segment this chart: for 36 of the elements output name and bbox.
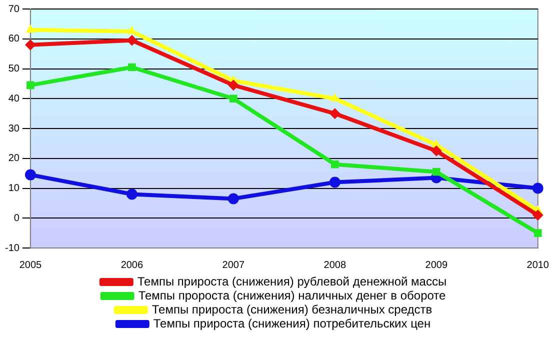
point bbox=[430, 145, 442, 156]
x-tick-label: 2007 bbox=[222, 260, 245, 271]
point bbox=[228, 80, 239, 91]
point bbox=[24, 169, 36, 180]
point bbox=[331, 160, 339, 168]
point bbox=[128, 63, 136, 72]
point bbox=[532, 210, 544, 221]
y-tick-label: 40 bbox=[8, 93, 20, 104]
y-tick-label: 10 bbox=[8, 183, 20, 194]
point bbox=[532, 182, 544, 194]
y-tick-label: 60 bbox=[8, 34, 20, 45]
legend-label: Темпы прироста (снижения) потребительских цен bbox=[153, 316, 431, 330]
x-tick-label: 2010 bbox=[526, 260, 550, 271]
x-tick-label: 2009 bbox=[425, 260, 448, 271]
point bbox=[24, 39, 36, 50]
x-tick-label: 2006 bbox=[120, 260, 144, 271]
x-tick-label: 2005 bbox=[19, 260, 42, 271]
point bbox=[228, 193, 239, 204]
y-tick-label: 30 bbox=[8, 123, 20, 134]
point bbox=[329, 108, 340, 120]
y-tick-label: -10 bbox=[5, 242, 20, 254]
legend-label: Темпы пророста (снижения) наличных денег в обороте bbox=[138, 288, 446, 302]
point bbox=[26, 81, 34, 90]
y-tick-label: 20 bbox=[8, 153, 20, 164]
x-tick-label: 2008 bbox=[324, 260, 346, 271]
legend-label: Темпы прироста (снижения) безналичных средств bbox=[152, 302, 432, 316]
point bbox=[329, 176, 340, 188]
point bbox=[126, 188, 138, 200]
y-tick-label: 70 bbox=[8, 4, 20, 15]
y-tick-label: 50 bbox=[8, 64, 20, 74]
point bbox=[26, 24, 36, 33]
y-tick-label: 0 bbox=[14, 212, 20, 224]
legend-label: Темпы прироста (снижения) рублевой денежной массы bbox=[137, 274, 447, 288]
point bbox=[230, 94, 238, 103]
point bbox=[432, 168, 440, 176]
point bbox=[534, 229, 542, 237]
